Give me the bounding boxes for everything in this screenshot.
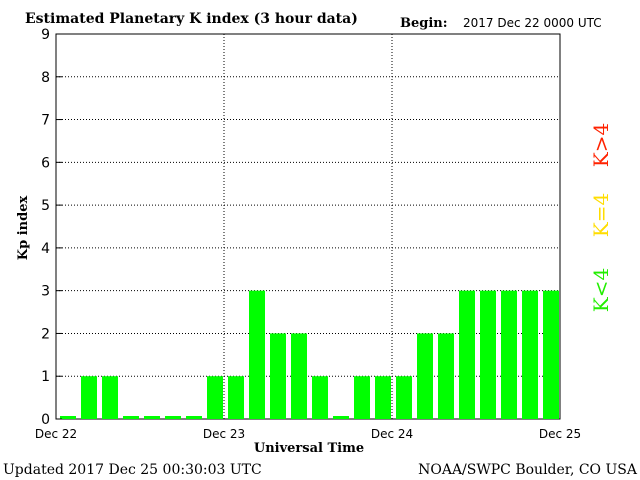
kp-bar [438,333,454,419]
kp-bar [60,416,76,419]
y-tick-label: 7 [41,113,50,129]
y-axis-label: Kp index [16,196,31,261]
kp-bar [270,333,286,419]
begin-value: 2017 Dec 22 0000 UTC [463,16,602,30]
kp-bar [249,290,265,419]
kp-bar [186,416,202,419]
y-tick-label: 3 [41,284,50,300]
kp-bar [102,376,118,419]
legend: K>4 K=4 K<4 [589,123,613,312]
legend-entry: K=4 [589,193,613,237]
legend-entry: K<4 [589,268,613,312]
kp-bar [543,290,559,419]
kp-bar [396,376,412,419]
kp-bar [333,416,349,419]
kp-bar [123,416,139,419]
y-tick-label: 5 [41,198,50,214]
legend-entry: K>4 [589,123,613,167]
kp-bar [417,333,433,419]
kp-bar [501,290,517,419]
x-tick-label: Dec 24 [371,427,413,441]
kp-bar [291,333,307,419]
chart-title: Estimated Planetary K index (3 hour data… [25,11,358,27]
updated-timestamp: Updated 2017 Dec 25 00:30:03 UTC [3,462,262,478]
kp-bar [354,376,370,419]
kp-bar [144,416,160,419]
y-tick-label: 4 [41,241,50,257]
kp-bar [207,376,223,419]
y-tick-label: 0 [41,412,50,428]
kp-bar [165,416,181,419]
kp-bar [522,290,538,419]
plot-area: 0 1 2 3 4 5 6 7 8 9 Dec 22 Dec 23 Dec 24 Dec 25 [35,27,581,441]
y-tick-label: 2 [41,326,50,342]
y-tick-label: 1 [41,369,50,385]
x-tick-label: Dec 25 [539,427,581,441]
begin-label: Begin: [400,16,448,31]
y-tick-label: 6 [41,155,50,171]
x-axis-label: Universal Time [254,441,364,456]
kp-bar [228,376,244,419]
y-tick-label: 9 [41,27,50,43]
source-credit: NOAA/SWPC Boulder, CO USA [418,462,638,478]
plot-frame [55,33,561,420]
kp-bar [459,290,475,419]
kp-bar [375,376,391,419]
x-tick-label: Dec 22 [35,427,77,441]
kp-bar [312,376,328,419]
y-tick-label: 8 [41,70,50,86]
kp-bar [81,376,97,419]
kp-bar [480,290,496,419]
x-tick-label: Dec 23 [203,427,245,441]
